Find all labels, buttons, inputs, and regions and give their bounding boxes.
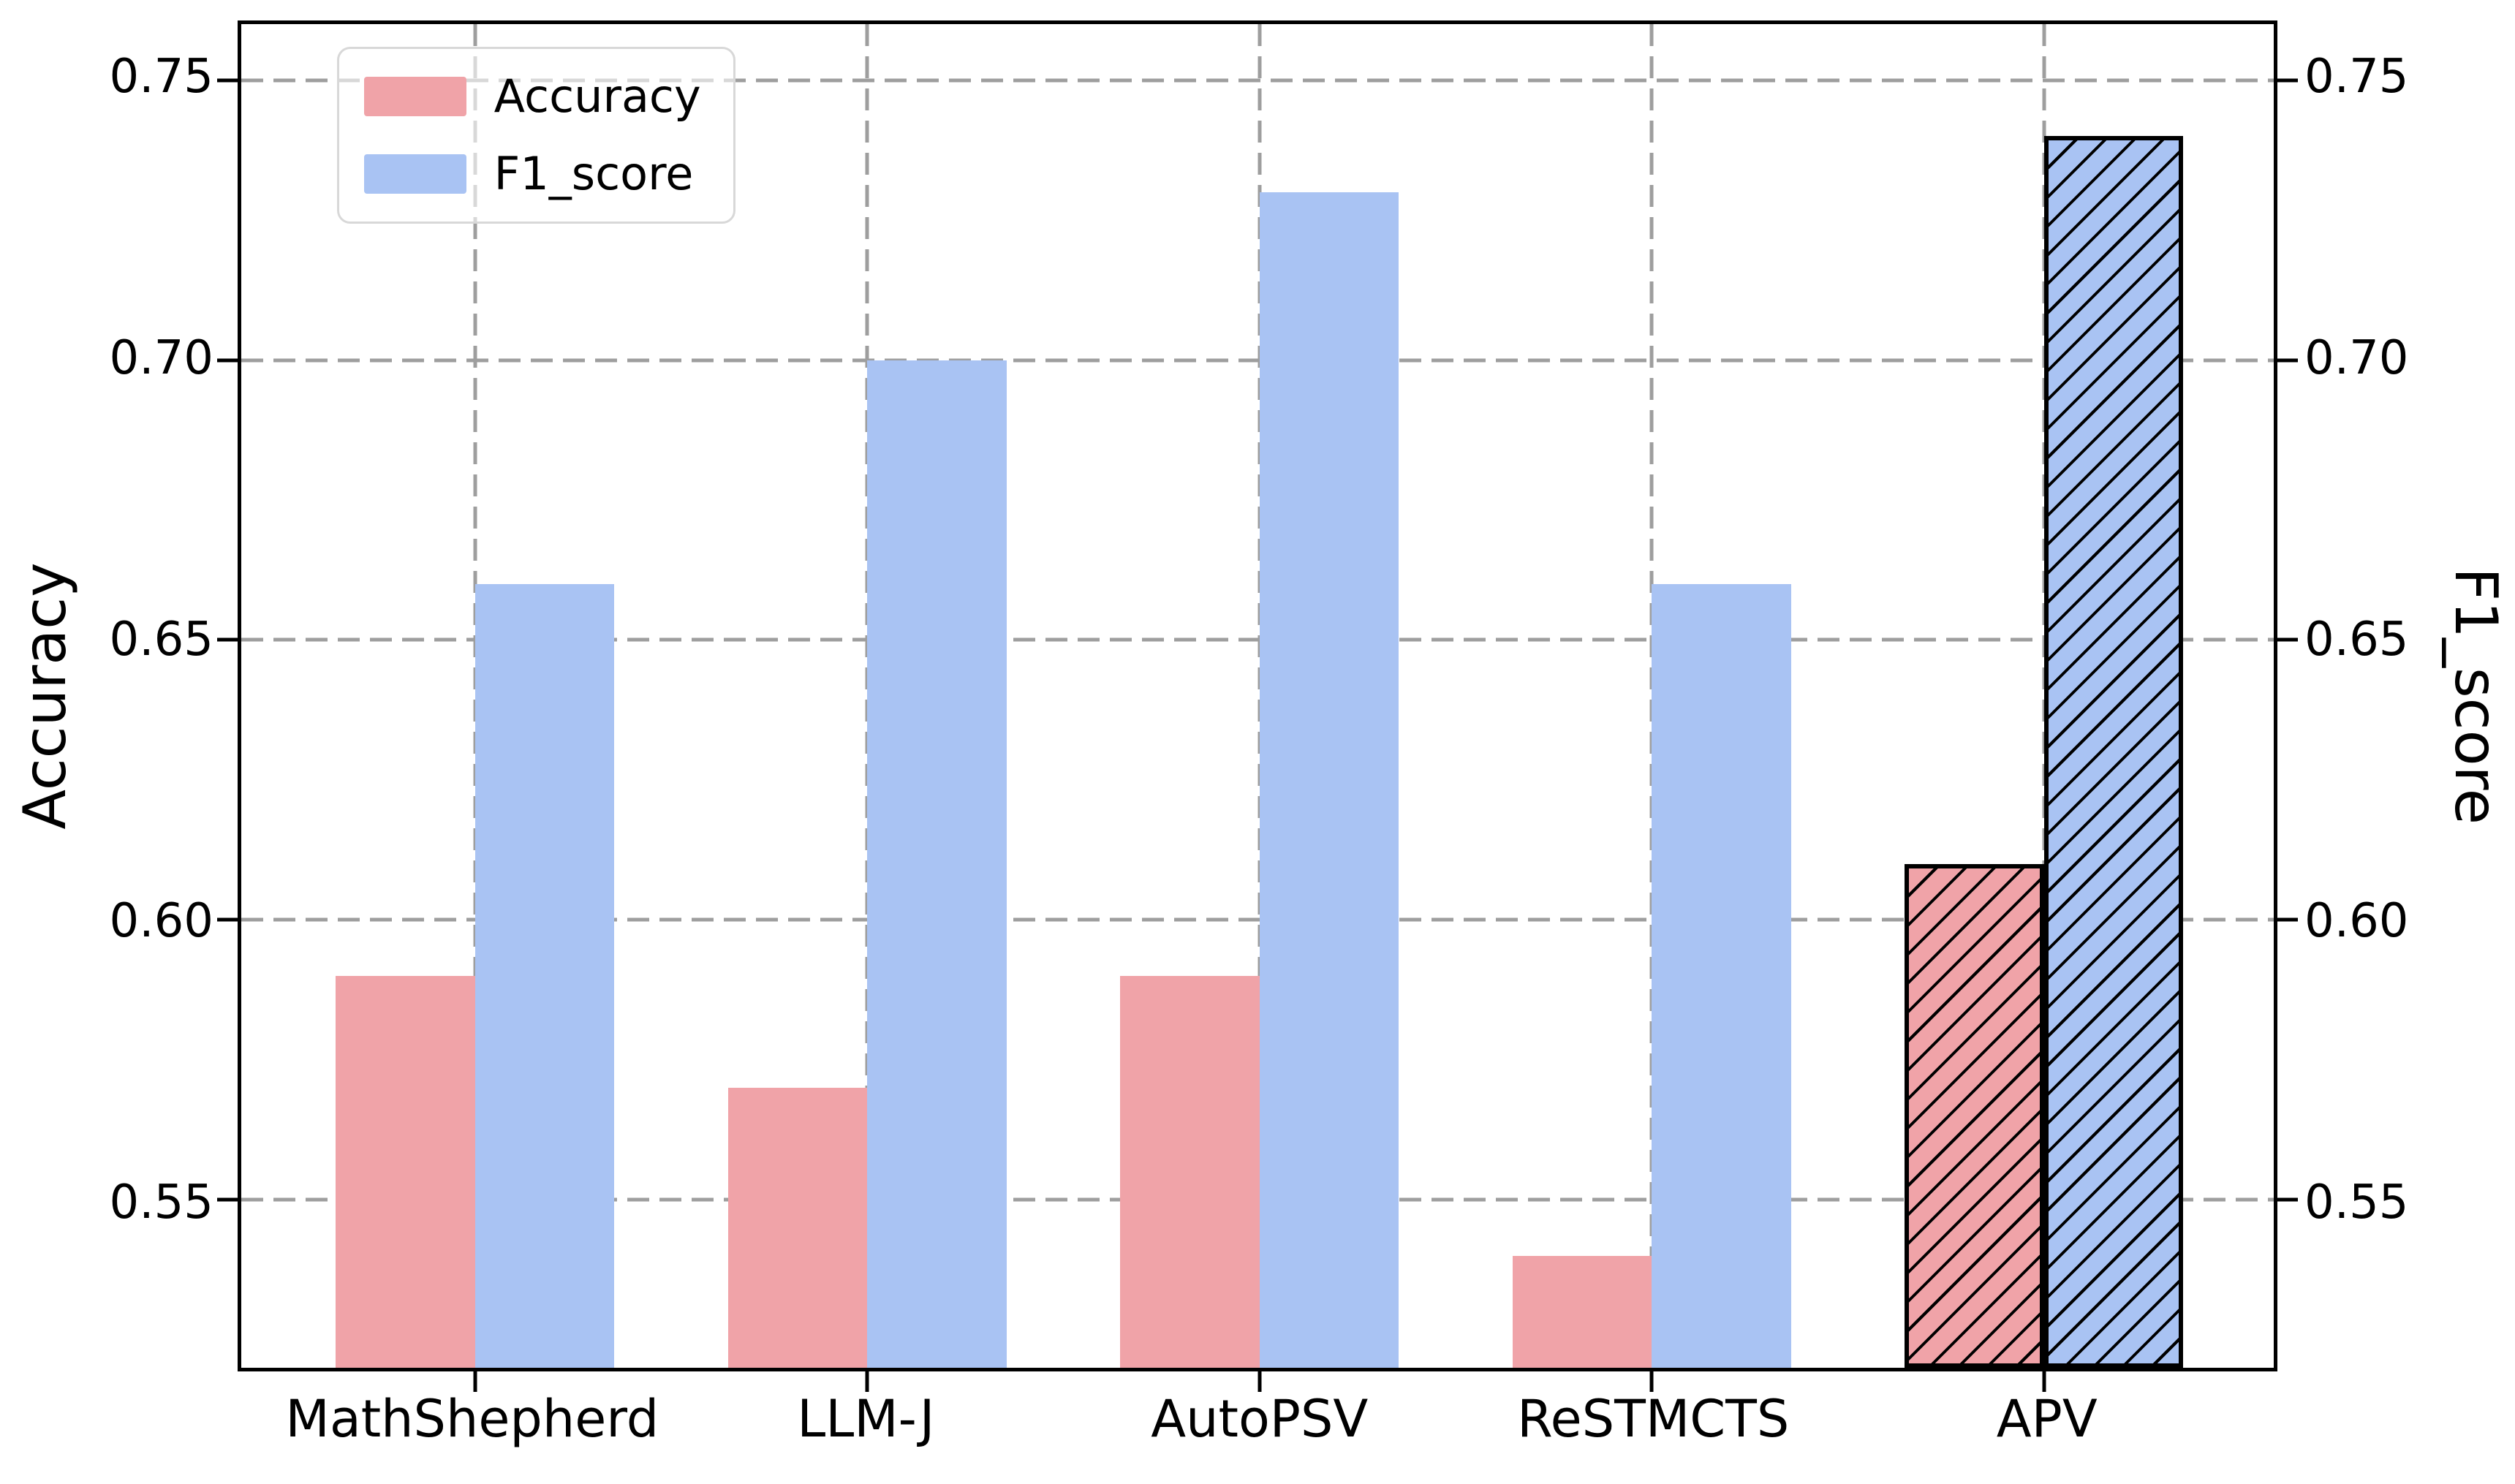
plot-area: Accuracy F1_score <box>217 20 2298 1392</box>
left-axis-label: Accuracy <box>11 562 79 830</box>
f1_score-bar-llm-j <box>867 360 1007 1368</box>
right-y-tick-label: 0.55 <box>2304 1176 2409 1230</box>
right-y-tick-mark <box>2277 637 2298 642</box>
right-y-tick-label: 0.75 <box>2304 50 2409 104</box>
right-y-tick-mark <box>2277 1197 2298 1202</box>
legend-patch-f1_score <box>363 154 466 194</box>
right-y-tick-label: 0.70 <box>2304 331 2409 385</box>
legend-row-f1_score: F1_score <box>363 147 701 201</box>
x-tick-label-mathshepherd: MathShepherd <box>285 1389 659 1449</box>
x-tick-mark <box>1258 1371 1262 1392</box>
x-tick-mark <box>2042 1371 2046 1392</box>
horizontal-gridline <box>241 637 2274 642</box>
left-y-tick-mark <box>217 78 238 83</box>
right-y-tick-label: 0.60 <box>2304 894 2409 948</box>
accuracy-bar-restmcts <box>1512 1255 1652 1368</box>
accuracy-bar-autopsv <box>1120 975 1260 1368</box>
accuracy-bar-llm-j <box>727 1088 868 1368</box>
x-tick-label-autopsv: AutoPSV <box>1151 1389 1369 1449</box>
right-axis-label: F1_score <box>2442 567 2510 825</box>
left-y-tick-label: 0.65 <box>109 613 214 667</box>
right-y-tick-mark <box>2277 358 2298 362</box>
accuracy-bar-apv <box>1905 863 2044 1368</box>
left-y-tick-label: 0.75 <box>109 50 214 104</box>
right-y-tick-mark <box>2277 78 2298 83</box>
x-tick-label-llm-j: LLM-J <box>797 1389 935 1449</box>
horizontal-gridline <box>241 358 2274 362</box>
left-y-tick-label: 0.60 <box>109 894 214 948</box>
right-y-tick-label: 0.65 <box>2304 613 2409 667</box>
f1_score-bar-apv <box>2043 136 2184 1368</box>
x-tick-mark <box>1649 1371 1654 1392</box>
f1_score-bar-mathshepherd <box>474 583 615 1368</box>
left-y-tick-mark <box>217 358 238 362</box>
legend-row-accuracy: Accuracy <box>363 69 701 124</box>
legend-patch-accuracy <box>363 77 466 117</box>
left-y-tick-mark <box>217 1197 238 1202</box>
horizontal-gridline <box>241 78 2274 83</box>
x-tick-mark <box>473 1371 477 1392</box>
legend-label-f1_score: F1_score <box>493 147 694 201</box>
accuracy-bar-mathshepherd <box>336 975 475 1368</box>
left-y-tick-mark <box>217 637 238 642</box>
left-y-tick-mark <box>217 917 238 922</box>
legend-label-accuracy: Accuracy <box>493 69 701 124</box>
f1_score-bar-autopsv <box>1259 192 1399 1368</box>
left-y-tick-label: 0.70 <box>109 331 214 385</box>
f1_score-bar-restmcts <box>1652 583 1791 1368</box>
x-tick-mark <box>865 1371 869 1392</box>
left-y-tick-label: 0.55 <box>109 1176 214 1230</box>
right-y-tick-mark <box>2277 917 2298 922</box>
legend: Accuracy F1_score <box>336 47 735 224</box>
horizontal-gridline <box>241 917 2274 922</box>
x-tick-label-restmcts: ReSTMCTS <box>1517 1389 1790 1449</box>
x-tick-label-apv: APV <box>1996 1389 2098 1449</box>
